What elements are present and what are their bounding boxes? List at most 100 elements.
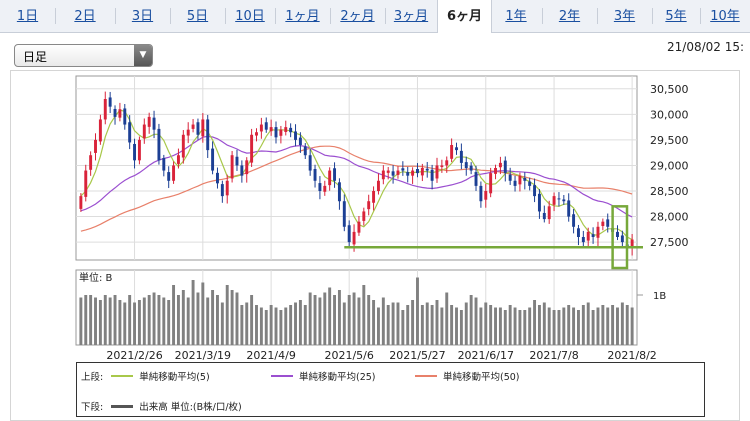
volume-bar: [362, 285, 366, 345]
candle-body: [284, 127, 288, 132]
candle-body: [264, 122, 268, 130]
candle-body: [479, 185, 483, 202]
tab-separator: [55, 8, 56, 24]
candle-body: [562, 199, 566, 202]
candle-body: [318, 183, 322, 191]
candle-body: [391, 171, 395, 176]
price-tick-label: 30,000: [650, 108, 689, 121]
candle-body: [537, 193, 541, 212]
candle-body: [430, 169, 434, 181]
volume-bar: [333, 295, 337, 345]
candle-body: [133, 143, 137, 161]
candle-body: [235, 156, 239, 166]
candle-body: [523, 177, 527, 181]
highlight-box: [611, 205, 629, 270]
volume-bar: [240, 305, 244, 345]
volume-bar: [503, 310, 507, 345]
tab-10[interactable]: 2年: [558, 9, 581, 24]
candle-body: [167, 172, 171, 181]
candle-body: [255, 132, 258, 136]
volume-bar: [147, 295, 151, 345]
candle-body: [94, 139, 97, 153]
chart-type-select[interactable]: 日足 ▼: [14, 44, 153, 67]
candle-body: [362, 211, 366, 221]
volume-bar: [508, 305, 512, 345]
candle-body: [459, 150, 463, 163]
tab-8[interactable]: 6ヶ月: [437, 0, 492, 33]
candle-body: [601, 221, 605, 227]
tab-9[interactable]: 1年: [505, 9, 527, 24]
date-tick-label: 2021/4/9: [246, 349, 295, 362]
candle-body: [503, 160, 507, 174]
triangle-down-icon[interactable]: ▼: [134, 45, 152, 66]
candle-body: [225, 180, 229, 196]
candle-body: [440, 165, 444, 167]
volume-bar: [430, 305, 434, 345]
tab-4[interactable]: 10日: [235, 9, 265, 24]
volume-bar: [513, 307, 517, 345]
volume-bar: [245, 302, 249, 345]
volume-bar: [352, 292, 356, 345]
candle-body: [294, 131, 297, 140]
candle-body: [240, 165, 244, 176]
candle-body: [518, 175, 522, 185]
tab-1[interactable]: 2日: [74, 9, 96, 24]
candle-body: [411, 170, 415, 176]
legend-lower-row: 下段: 出来高 単位:(B株/口/枚): [81, 399, 242, 413]
volume-bar: [372, 300, 376, 345]
price-tick-label: 27,500: [650, 236, 689, 249]
tab-0[interactable]: 1日: [16, 9, 39, 24]
legend-ma5-label: 単純移動平均(5): [139, 372, 210, 383]
volume-bar: [133, 302, 137, 345]
date-tick-label: 2021/5/6: [324, 349, 373, 362]
candle-body: [206, 119, 210, 151]
volume-bar: [289, 305, 293, 345]
volume-bar: [425, 302, 429, 345]
volume-bar: [357, 297, 361, 345]
volume-bar: [89, 295, 93, 345]
volume-bar: [98, 300, 102, 345]
tab-3[interactable]: 5日: [186, 9, 209, 24]
volume-bar: [294, 302, 297, 345]
annotation-layer: [344, 205, 643, 270]
moving-average-lines: [80, 109, 633, 241]
tab-2[interactable]: 3日: [131, 9, 154, 24]
tab-11[interactable]: 3年: [613, 9, 636, 24]
volume-bar: [611, 305, 615, 345]
volume-bar: [196, 292, 200, 345]
candle-body: [216, 172, 219, 184]
legend-lower-label: 下段:: [81, 402, 104, 413]
volume-bar: [567, 305, 571, 345]
volume-bar: [313, 295, 317, 345]
tab-12[interactable]: 5年: [665, 9, 687, 24]
volume-bar: [445, 292, 449, 345]
candle-body: [123, 108, 127, 125]
price-axis: 30,500 30,000 29,500 29,000 28,500 28,000 27,5…: [650, 83, 689, 249]
price-tick-label: 28,500: [650, 185, 689, 198]
candle-body: [313, 169, 317, 181]
candle-body: [118, 109, 122, 118]
candle-body: [494, 168, 497, 174]
volume-bar: [396, 302, 400, 345]
candle-body: [367, 201, 371, 210]
volume-bar: [259, 307, 263, 345]
volume-bar: [84, 295, 88, 345]
volume-bar: [337, 290, 341, 345]
volume-bar: [440, 307, 444, 345]
tab-separator: [330, 8, 331, 24]
volume-bar: [416, 277, 419, 345]
tab-6[interactable]: 2ヶ月: [340, 9, 375, 24]
volume-bar: [118, 300, 122, 345]
tab-13[interactable]: 10年: [710, 9, 740, 24]
tab-7[interactable]: 3ヶ月: [393, 9, 429, 24]
tab-5[interactable]: 1ヶ月: [285, 9, 320, 24]
volume-bar: [211, 290, 215, 345]
candle-body: [401, 168, 405, 171]
candle-body: [586, 231, 590, 241]
volume-bar: [494, 307, 497, 345]
volume-series: [79, 277, 634, 345]
volume-bar: [328, 287, 332, 345]
volume-bar: [411, 300, 415, 345]
volume-bar: [303, 305, 307, 345]
price-tick-label: 29,000: [650, 159, 689, 172]
